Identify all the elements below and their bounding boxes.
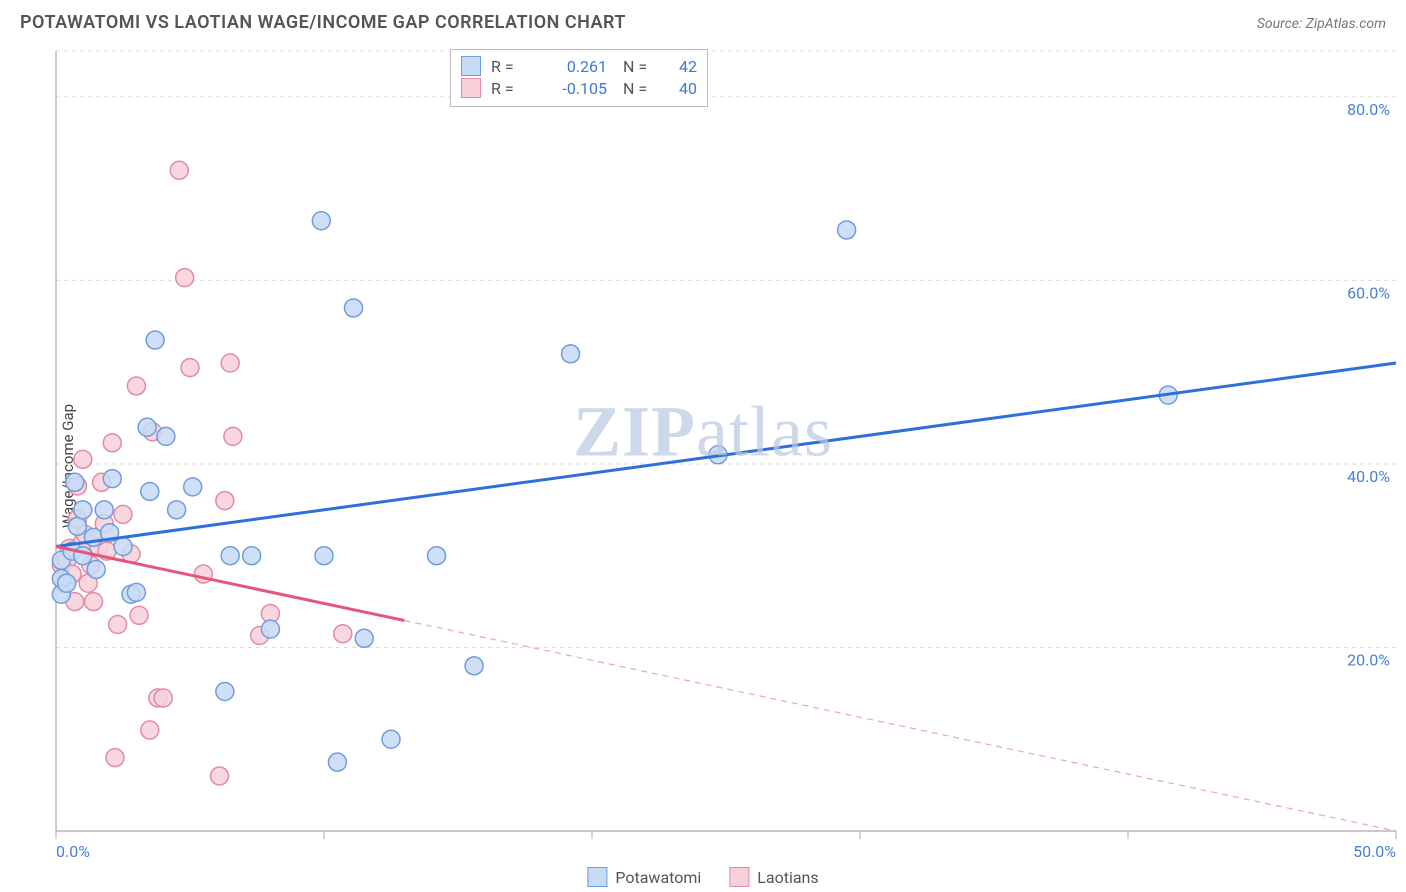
svg-text:20.0%: 20.0% xyxy=(1347,650,1390,669)
n-label: N = xyxy=(623,79,657,98)
swatch-pink-icon xyxy=(461,78,481,98)
chart-title: POTAWATOMI VS LAOTIAN WAGE/INCOME GAP CO… xyxy=(20,12,626,33)
n-value-laotians: 40 xyxy=(667,79,697,98)
correlation-legend: R = 0.261 N = 42 R = -0.105 N = 40 xyxy=(450,49,708,107)
header: POTAWATOMI VS LAOTIAN WAGE/INCOME GAP CO… xyxy=(0,0,1406,41)
n-value-potawatomi: 42 xyxy=(667,57,697,76)
svg-text:60.0%: 60.0% xyxy=(1347,283,1390,302)
corr-row-potawatomi: R = 0.261 N = 42 xyxy=(461,56,697,76)
swatch-blue-icon xyxy=(461,56,481,76)
r-label: R = xyxy=(491,57,525,76)
legend-item-laotians: Laotians xyxy=(729,867,818,887)
legend-label-laotians: Laotians xyxy=(757,868,818,887)
svg-text:0.0%: 0.0% xyxy=(56,842,90,861)
swatch-pink-icon xyxy=(729,867,749,887)
source-credit: Source: ZipAtlas.com xyxy=(1257,16,1386,32)
legend-label-potawatomi: Potawatomi xyxy=(615,868,701,887)
legend-item-potawatomi: Potawatomi xyxy=(587,867,701,887)
n-label: N = xyxy=(623,57,657,76)
corr-row-laotians: R = -0.105 N = 40 xyxy=(461,78,697,98)
r-value-potawatomi: 0.261 xyxy=(535,57,607,76)
r-value-laotians: -0.105 xyxy=(535,79,607,98)
svg-text:80.0%: 80.0% xyxy=(1347,100,1390,119)
source-name: ZipAtlas.com xyxy=(1306,16,1386,32)
r-label: R = xyxy=(491,79,525,98)
chart-area: Wage/Income Gap 20.0%40.0%60.0%80.0%0.0%… xyxy=(0,41,1406,891)
source-prefix: Source: xyxy=(1257,16,1306,32)
swatch-blue-icon xyxy=(587,867,607,887)
svg-text:50.0%: 50.0% xyxy=(1353,842,1396,861)
svg-text:40.0%: 40.0% xyxy=(1347,467,1390,486)
scatter-plot: 20.0% 40.0% 60.0% 80.0% 0.0% 50.0% xyxy=(0,41,1406,891)
series-legend: Potawatomi Laotians xyxy=(587,867,818,887)
